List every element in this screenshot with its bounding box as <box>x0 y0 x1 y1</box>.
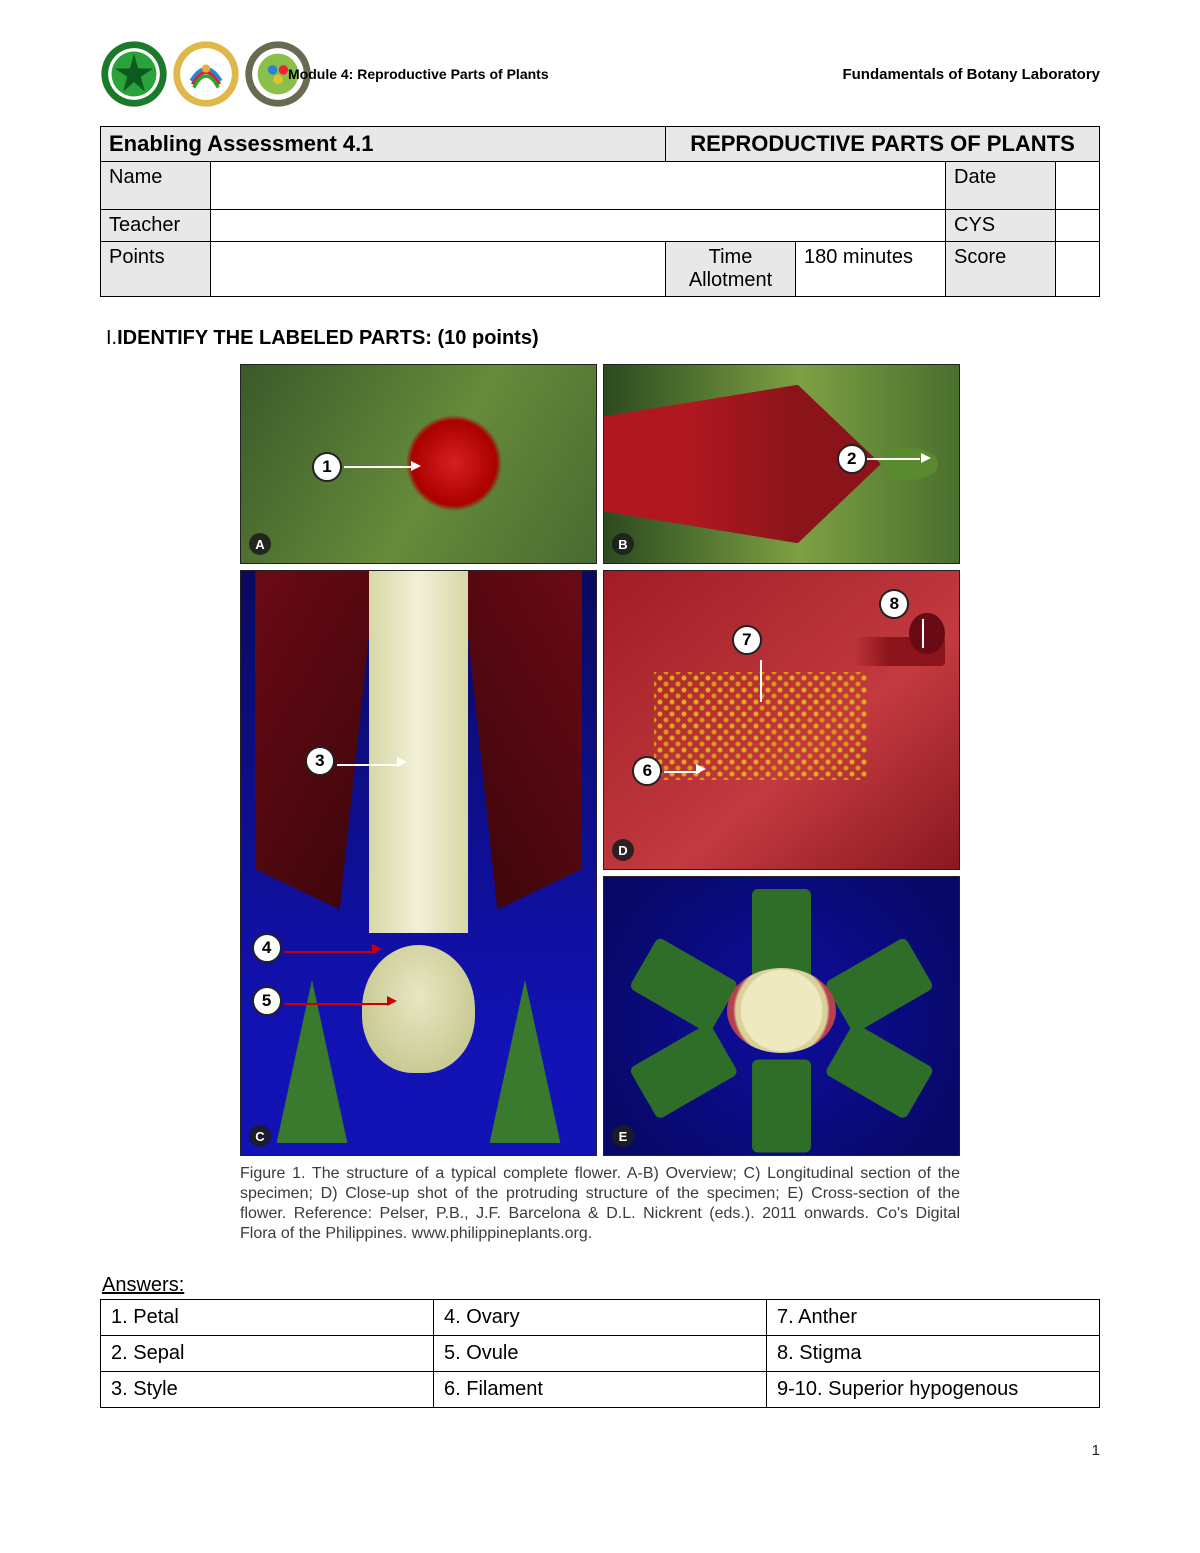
arrow-line-8 <box>922 619 924 649</box>
answer-cell: 5. Ovule <box>434 1336 767 1372</box>
calyx-cross-e <box>668 921 895 1099</box>
logo-group: Module 4: Reproductive Parts of Plants <box>100 40 549 108</box>
answer-cell: 1. Petal <box>101 1300 434 1336</box>
ovary-shape-c <box>362 945 476 1073</box>
arrow-line-1 <box>344 466 415 468</box>
label-badge-7: 7 <box>732 625 762 655</box>
style-column-c <box>369 571 468 933</box>
section-points: (10 points) <box>438 327 539 349</box>
arrow-head-4 <box>372 944 382 954</box>
teacher-label: Teacher <box>101 210 211 242</box>
answer-cell: 7. Anther <box>767 1300 1100 1336</box>
label-badge-3: 3 <box>305 746 335 776</box>
petal-right-c <box>461 571 582 910</box>
score-field[interactable] <box>1056 242 1100 297</box>
time-label: Time Allotment <box>666 242 796 297</box>
date-field[interactable] <box>1056 162 1100 210</box>
score-label: Score <box>946 242 1056 297</box>
cys-field[interactable] <box>1056 210 1100 242</box>
arrow-line-4 <box>284 951 376 953</box>
arrow-head-3 <box>397 757 407 767</box>
petal-left-c <box>255 571 376 910</box>
arrow-line-2 <box>863 458 920 460</box>
figure-1: 1 A 2 B 3 4 5 <box>240 364 960 1156</box>
answer-cell: 9-10. Superior hypogenous <box>767 1372 1100 1408</box>
answer-cell: 6. Filament <box>434 1372 767 1408</box>
figure-panel-d: 6 7 8 D <box>603 570 960 870</box>
sepal-right-c <box>490 980 561 1144</box>
figure-panel-b: 2 B <box>603 364 960 564</box>
answer-cell: 2. Sepal <box>101 1336 434 1372</box>
answers-heading: Answers: <box>102 1274 1100 1297</box>
assessment-info-table: Enabling Assessment 4.1 REPRODUCTIVE PAR… <box>100 126 1100 297</box>
panel-letter-d: D <box>612 839 634 861</box>
stigma-shape-d <box>909 613 945 655</box>
label-badge-4: 4 <box>252 933 282 963</box>
label-badge-1: 1 <box>312 452 342 482</box>
logo-1-icon <box>100 40 168 108</box>
table-row: 1. Petal 4. Ovary 7. Anther <box>101 1300 1100 1336</box>
arrow-head-5 <box>387 996 397 1006</box>
module-title: Module 4: Reproductive Parts of Plants <box>288 66 549 82</box>
name-field[interactable] <box>211 162 946 210</box>
section-roman: I. <box>106 327 117 349</box>
arrow-line-6 <box>664 771 700 773</box>
time-value: 180 minutes <box>796 242 946 297</box>
logo-2-icon <box>172 40 240 108</box>
arrow-head-6 <box>696 764 706 774</box>
arrow-head-1 <box>411 461 421 471</box>
section-1-heading: I.IDENTIFY THE LABELED PARTS: (10 points… <box>106 327 1100 350</box>
figure-caption: Figure 1. The structure of a typical com… <box>240 1164 960 1244</box>
figure-panel-e: E <box>603 876 960 1156</box>
answer-cell: 4. Ovary <box>434 1300 767 1336</box>
figure-panel-c: 3 4 5 C <box>240 570 597 1156</box>
panel-letter-a: A <box>249 533 271 555</box>
name-label: Name <box>101 162 211 210</box>
answers-table: 1. Petal 4. Ovary 7. Anther 2. Sepal 5. … <box>100 1299 1100 1408</box>
assessment-title-right: REPRODUCTIVE PARTS OF PLANTS <box>666 127 1100 162</box>
teacher-field[interactable] <box>211 210 946 242</box>
page-number: 1 <box>100 1442 1100 1459</box>
label-badge-5: 5 <box>252 986 282 1016</box>
table-row: 2. Sepal 5. Ovule 8. Stigma <box>101 1336 1100 1372</box>
lab-title: Fundamentals of Botany Laboratory <box>842 66 1100 83</box>
arrow-line-5 <box>284 1003 391 1005</box>
answer-cell: 3. Style <box>101 1372 434 1408</box>
answer-cell: 8. Stigma <box>767 1336 1100 1372</box>
points-field[interactable] <box>211 242 666 297</box>
arrow-line-3 <box>337 764 401 766</box>
figure-panel-a: 1 A <box>240 364 597 564</box>
date-label: Date <box>946 162 1056 210</box>
label-badge-8: 8 <box>879 589 909 619</box>
panel-letter-c: C <box>249 1125 271 1147</box>
page-header: Module 4: Reproductive Parts of Plants F… <box>100 40 1100 108</box>
points-label: Points <box>101 242 211 297</box>
label-badge-2: 2 <box>837 444 867 474</box>
panel-letter-e: E <box>612 1125 634 1147</box>
panel-letter-b: B <box>612 533 634 555</box>
cys-label: CYS <box>946 210 1056 242</box>
figure-grid: 1 A 2 B 3 4 5 <box>240 364 960 1156</box>
label-badge-6: 6 <box>632 756 662 786</box>
table-row: 3. Style 6. Filament 9-10. Superior hypo… <box>101 1372 1100 1408</box>
arrow-line-7 <box>760 660 762 702</box>
arrow-head-2 <box>921 453 931 463</box>
section-title: IDENTIFY THE LABELED PARTS: <box>117 327 432 349</box>
assessment-title-left: Enabling Assessment 4.1 <box>101 127 666 162</box>
